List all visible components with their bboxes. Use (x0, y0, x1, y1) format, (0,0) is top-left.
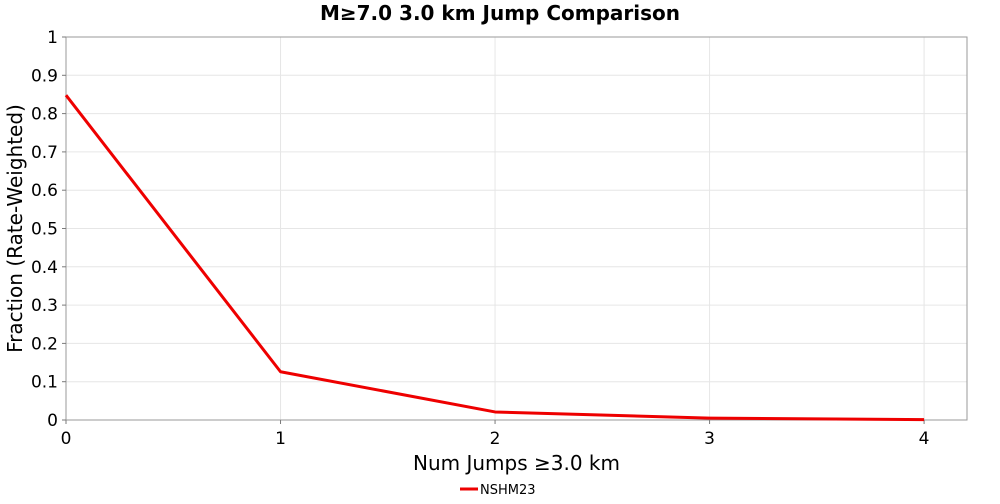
y-axis-label: Fraction (Rate-Weighted) (3, 104, 27, 353)
y-tick-label: 0.9 (31, 66, 58, 86)
series-layer (64, 94, 925, 422)
grid-lines (66, 36, 967, 420)
x-tick-label: 2 (490, 429, 501, 449)
y-tick-label: 0.8 (31, 105, 58, 125)
y-tick-label: 0.2 (31, 334, 58, 354)
x-axis-label: Num Jumps ≥3.0 km (413, 451, 620, 475)
y-tick-label: 0.5 (31, 220, 58, 240)
y-tick-label: 0.4 (31, 258, 58, 278)
y-tick-label: 0.3 (31, 296, 58, 316)
y-tick-label: 1 (47, 28, 58, 48)
y-tick-label: 0.7 (31, 143, 58, 163)
series-line (64, 94, 925, 422)
x-tick-label: 0 (61, 429, 72, 449)
y-tick-label: 0.1 (31, 373, 58, 393)
y-tick-label: 0 (47, 411, 58, 431)
x-tick-label: 1 (275, 429, 286, 449)
x-tick-label: 3 (704, 429, 715, 449)
legend-label: NSHM23 (480, 483, 536, 498)
chart-title: M≥7.0 3.0 km Jump Comparison (320, 1, 680, 25)
axis-ticks: 0 0.1 0.2 0.3 0.4 0.5 0.6 0.7 0.8 0.9 1 0 1 2 3 4 (31, 28, 930, 449)
x-tick-label: 4 (919, 429, 930, 449)
legend: NSHM23 (460, 483, 536, 498)
y-tick-label: 0.6 (31, 181, 58, 201)
